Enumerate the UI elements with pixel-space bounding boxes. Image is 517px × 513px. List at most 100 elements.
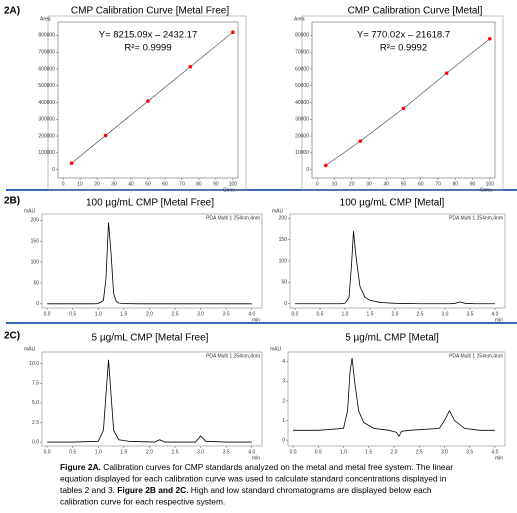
x-tick-label: 90 xyxy=(470,181,476,187)
x-tick-label: 2.0 xyxy=(391,449,398,455)
x-tick-label: 1.5 xyxy=(367,311,374,317)
y-tick-label: 2 xyxy=(282,398,285,404)
x-tick-label: 3.5 xyxy=(223,449,230,455)
x-tick-label: 0.5 xyxy=(317,311,324,317)
caption-line: Figure 2A. Calibration curves for CMP st… xyxy=(60,462,453,472)
y-tick-label: 50 xyxy=(33,280,39,286)
x-tick-label: 0 xyxy=(316,181,319,187)
x-tick-label: 20 xyxy=(349,181,355,187)
caption-text: High and low standard chromatograms are … xyxy=(188,485,431,495)
x-tick-label: 0.0 xyxy=(44,311,51,317)
y-tick-label: 10.0 xyxy=(29,361,39,367)
y-tick-label: 0 xyxy=(284,301,287,307)
x-axis-label: Conc. xyxy=(223,187,236,193)
y-tick-label: 0 xyxy=(306,167,309,173)
caption-line: equation displayed for each calibration … xyxy=(60,474,447,484)
x-tick-label: 100 xyxy=(229,181,238,187)
x-tick-label: 3.0 xyxy=(197,311,204,317)
y-tick-label: 3 xyxy=(282,379,285,385)
x-tick-label: 3.5 xyxy=(466,449,473,455)
y-tick-label: 800000 xyxy=(38,33,55,39)
y-tick-label: 4 xyxy=(282,359,285,365)
x-tick-label: 0.0 xyxy=(292,311,299,317)
x-tick-label: 4.0 xyxy=(491,449,498,455)
x-axis-label: Conc. xyxy=(480,187,493,193)
caption-text: calibration curve for each respective sy… xyxy=(60,497,225,507)
x-tick-label: 3.5 xyxy=(467,311,474,317)
data-point xyxy=(358,139,363,143)
panel-label: 2A) xyxy=(4,6,20,17)
x-tick-label: 1.0 xyxy=(95,449,102,455)
x-tick-label: 4.0 xyxy=(248,449,255,455)
y-axis-label: mAU xyxy=(24,208,36,214)
caption-text: Calibration curves for CMP standards ana… xyxy=(101,462,453,472)
caption-line: tables 2 and 3. Figure 2B and 2C. High a… xyxy=(60,485,432,495)
caption-text: Figure 2B and 2C. xyxy=(117,485,188,495)
x-tick-label: 2.5 xyxy=(416,449,423,455)
y-tick-label: 7.5 xyxy=(32,381,39,387)
chart-title: 5 µg/mL CMP [Metal] xyxy=(345,333,439,344)
caption-text: Figure 2A. xyxy=(60,462,101,472)
caption-line: calibration curve for each respective sy… xyxy=(60,497,225,507)
x-tick-label: 80 xyxy=(453,181,459,187)
x-tick-label: 30 xyxy=(366,181,372,187)
plot-area xyxy=(41,213,263,309)
chart-frame xyxy=(301,15,504,191)
data-point xyxy=(103,133,108,138)
x-axis-label: min xyxy=(252,455,260,461)
y-tick-label: 150 xyxy=(31,238,40,244)
x-tick-label: 2.0 xyxy=(392,311,399,317)
chart-title: 100 µg/mL CMP [Metal] xyxy=(340,198,445,209)
data-point xyxy=(188,64,193,69)
x-tick-label: 60 xyxy=(418,181,424,187)
x-tick-label: 40 xyxy=(128,181,134,187)
x-tick-label: 20 xyxy=(94,181,100,187)
caption-text: tables 2 and 3. xyxy=(60,485,117,495)
equation: R²= 0.9992 xyxy=(380,43,427,54)
chromatogram xyxy=(293,357,495,438)
x-tick-label: 30 xyxy=(111,181,117,187)
y-tick-label: 200 xyxy=(279,216,288,222)
y-tick-label: 600000 xyxy=(38,66,55,72)
y-tick-label: 5.0 xyxy=(32,400,39,406)
x-tick-label: 2.5 xyxy=(417,311,424,317)
data-point xyxy=(488,36,492,41)
chromatogram xyxy=(47,222,252,305)
chart-title: CMP Calibration Curve [Metal Free] xyxy=(71,6,229,17)
y-tick-label: 50 xyxy=(281,280,287,286)
x-tick-label: 10 xyxy=(332,181,338,187)
data-point xyxy=(69,161,74,165)
y-tick-label: 150 xyxy=(279,237,288,243)
caption-text: equation displayed for each calibration … xyxy=(60,474,447,484)
equation: Y= 8215.09x – 2432.17 xyxy=(99,30,198,41)
chart-title: CMP Calibration Curve [Metal] xyxy=(348,6,483,17)
x-tick-label: 0.0 xyxy=(44,449,51,455)
y-tick-label: 300000 xyxy=(38,117,55,123)
x-tick-label: 2.0 xyxy=(146,449,153,455)
panel-label: 2C) xyxy=(4,331,20,342)
x-tick-label: 1.5 xyxy=(120,449,127,455)
chromatogram xyxy=(295,231,495,305)
y-tick-label: 200 xyxy=(31,218,40,224)
x-tick-label: 90 xyxy=(213,181,219,187)
x-tick-label: 3.0 xyxy=(441,449,448,455)
data-point xyxy=(231,30,235,35)
x-tick-label: 50 xyxy=(145,181,151,187)
x-axis-label: min xyxy=(495,317,503,323)
chart-frame xyxy=(47,15,247,191)
x-tick-label: 4.0 xyxy=(248,311,255,317)
x-tick-label: 40 xyxy=(383,181,389,187)
y-tick-label: 40000 xyxy=(295,100,309,106)
data-point xyxy=(146,99,150,103)
x-tick-label: 80 xyxy=(196,181,202,187)
y-tick-label: 10000 xyxy=(295,150,309,156)
x-axis-label: min xyxy=(252,317,260,323)
y-tick-label: 0 xyxy=(52,167,55,173)
y-tick-label: 100 xyxy=(31,259,40,265)
equation: R²= 0.9999 xyxy=(124,43,171,54)
y-tick-label: 60000 xyxy=(295,66,309,72)
y-tick-label: 400000 xyxy=(38,100,55,106)
x-axis-label: min xyxy=(495,455,503,461)
y-tick-label: 80000 xyxy=(295,33,309,39)
